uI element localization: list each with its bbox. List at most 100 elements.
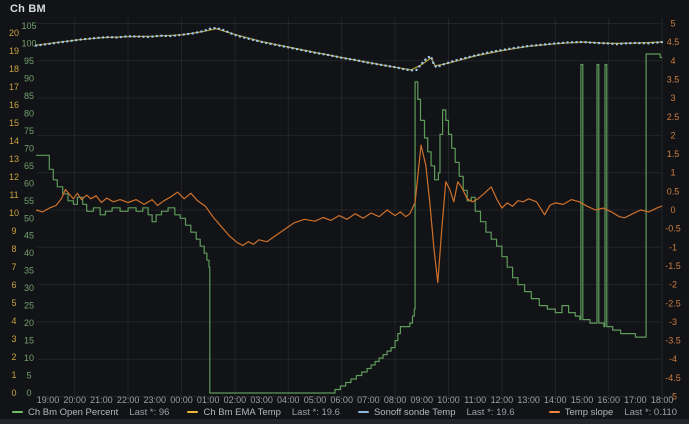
- series-color-swatch: [357, 411, 369, 413]
- legend-right-group: Temp slope Last *: 0.110: [548, 406, 677, 418]
- y-axis-percent-tick-label: 50: [24, 213, 34, 223]
- y-axis-slope-tick-label: -3.5: [665, 336, 681, 346]
- legend-item-temp-slope[interactable]: Temp slope Last *: 0.110: [548, 406, 677, 418]
- y-axis-slope-tick-label: 2: [670, 130, 675, 140]
- legend-series-stat: Last *: 19.6: [291, 406, 340, 418]
- y-axis-slope-tick-label: -5: [669, 392, 677, 402]
- series-color-swatch: [187, 411, 199, 413]
- x-axis-time-tick-label: 03:00: [250, 395, 273, 405]
- y-axis-temp-tick-label: 6: [11, 280, 16, 290]
- y-axis-temp-tick-label: 0: [11, 388, 16, 398]
- x-axis-time-tick-label: 23:00: [144, 395, 167, 405]
- legend-series-name: Ch Bm Open Percent: [28, 406, 119, 418]
- x-axis-time-tick-label: 15:00: [571, 395, 594, 405]
- y-axis-percent-tick-label: 15: [24, 336, 34, 346]
- y-axis-temp-tick-label: 9: [11, 226, 16, 236]
- y-axis-temp-tick-label: 16: [9, 100, 19, 110]
- x-axis-time-tick-label: 12:00: [491, 395, 514, 405]
- y-axis-temp-tick-label: 14: [9, 136, 19, 146]
- y-axis-slope-tick-label: 2.5: [667, 112, 680, 122]
- x-axis-time-tick-label: 05:00: [304, 395, 327, 405]
- legend-left-group: Ch Bm Open Percent Last *: 96 Ch Bm EMA …: [12, 407, 515, 418]
- y-axis-slope-tick-label: -2: [669, 280, 677, 290]
- x-axis-time-tick-label: 20:00: [63, 395, 86, 405]
- x-axis-time-tick-label: 02:00: [224, 395, 247, 405]
- x-axis-time-tick-label: 11:00: [464, 395, 486, 405]
- y-axis-temp-tick-label: 2: [11, 352, 16, 362]
- y-axis-percent-tick-label: 20: [24, 318, 34, 328]
- x-axis-time-tick-label: 19:00: [37, 395, 60, 405]
- y-axis-percent-tick-label: 80: [24, 108, 34, 118]
- y-axis-slope-tick-label: 3: [670, 93, 675, 103]
- y-axis-percent-tick-label: 40: [24, 248, 34, 258]
- y-axis-temp-tick-label: 4: [11, 316, 16, 326]
- y-axis-temp-tick-label: 15: [9, 118, 19, 128]
- y-axis-temp-tick-label: 3: [11, 334, 16, 344]
- legend-item-open-percent[interactable]: Ch Bm Open Percent Last *: 96: [12, 407, 169, 418]
- series-line-ch-bm-open-percent: [36, 53, 663, 394]
- x-axis-time-tick-label: 17:00: [624, 395, 647, 405]
- legend-series-name: Ch Bm EMA Temp: [203, 406, 281, 418]
- legend-series-stat: Last *: 96: [129, 406, 170, 418]
- y-axis-slope-tick-label: -4.5: [665, 373, 681, 383]
- y-axis-slope-tick-label: -3: [669, 317, 677, 327]
- panel-title[interactable]: Ch BM: [10, 3, 46, 15]
- y-axis-percent-tick-label: 35: [24, 266, 34, 276]
- x-axis-time-tick-label: 10:00: [437, 395, 460, 405]
- x-axis-time-tick-label: 04:00: [277, 395, 300, 405]
- series-color-swatch: [548, 411, 560, 413]
- y-axis-percent-tick-label: 105: [21, 21, 36, 31]
- series-line-sonoff-sonde-temp: [34, 26, 664, 72]
- y-axis-percent-tick-label: 55: [24, 196, 34, 206]
- y-axis-percent-tick-label: 25: [24, 301, 34, 311]
- series-line-temp-slope: [35, 144, 663, 284]
- x-axis-time-tick-label: 08:00: [384, 395, 407, 405]
- legend-item-ema-temp[interactable]: Ch Bm EMA Temp Last *: 19.6: [187, 407, 340, 418]
- series-color-swatch: [12, 411, 23, 413]
- y-axis-temp-tick-label: 11: [9, 190, 18, 200]
- y-axis-slope-tick-label: -1: [669, 242, 677, 252]
- legend: Ch Bm Open Percent Last *: 96 Ch Bm EMA …: [12, 405, 677, 419]
- y-axis-temp-tick-label: 1: [11, 370, 16, 380]
- x-axis-time-tick-label: 22:00: [117, 395, 140, 405]
- y-axis-percent-tick-label: 70: [24, 143, 34, 153]
- y-axis-slope-tick-label: -4: [669, 354, 677, 364]
- x-axis-time-tick-label: 16:00: [597, 395, 620, 405]
- y-axis-slope-tick-label: 0.5: [667, 186, 680, 196]
- y-axis-slope-tick-label: 0: [670, 205, 675, 215]
- x-axis-time-tick-label: 18:00: [651, 395, 674, 405]
- y-axis-temp-tick-label: 5: [11, 298, 16, 308]
- y-axis-temp-tick-label: 7: [11, 262, 16, 272]
- y-axis-temp-tick-label: 17: [9, 82, 19, 92]
- legend-series-stat: Last *: 0.110: [624, 406, 677, 418]
- x-axis-time-tick-label: 01:00: [197, 395, 220, 405]
- y-axis-slope-tick-label: 5: [670, 19, 675, 29]
- panel-bottom-strip: [0, 419, 689, 424]
- y-axis-slope-tick-label: -0.5: [665, 224, 681, 234]
- y-axis-percent-tick-label: 0: [26, 388, 31, 398]
- y-axis-percent-tick-label: 10: [24, 353, 34, 363]
- y-axis-percent-tick-label: 30: [24, 283, 34, 293]
- y-axis-temp-tick-label: 20: [9, 28, 19, 38]
- y-axis-percent-tick-label: 5: [26, 371, 31, 381]
- y-axis-slope-tick-label: -2.5: [665, 298, 681, 308]
- y-axis-percent-tick-label: 90: [24, 73, 34, 83]
- y-axis-percent-tick-label: 85: [24, 91, 34, 101]
- y-axis-temp-tick-label: 8: [11, 244, 16, 254]
- legend-item-sonoff-sonde[interactable]: Sonoff sonde Temp Last *: 19.6: [357, 406, 515, 418]
- x-axis-time-tick-label: 13:00: [517, 395, 540, 405]
- y-axis-percent-tick-label: 60: [24, 178, 34, 188]
- y-axis-slope-tick-label: 3.5: [667, 74, 680, 84]
- y-axis-percent-tick-label: 75: [24, 126, 34, 136]
- y-axis-temp-tick-label: 13: [9, 154, 19, 164]
- x-axis-time-tick-label: 00:00: [170, 395, 193, 405]
- y-axis-percent-tick-label: 95: [24, 56, 34, 66]
- x-axis-time-tick-label: 21:00: [90, 395, 113, 405]
- y-axis-temp-tick-label: 12: [9, 172, 19, 182]
- y-axis-temp-tick-label: 10: [9, 208, 19, 218]
- legend-series-stat: Last *: 19.6: [466, 406, 515, 418]
- y-axis-percent-tick-label: 65: [24, 161, 34, 171]
- x-axis-time-tick-label: 09:00: [411, 395, 434, 405]
